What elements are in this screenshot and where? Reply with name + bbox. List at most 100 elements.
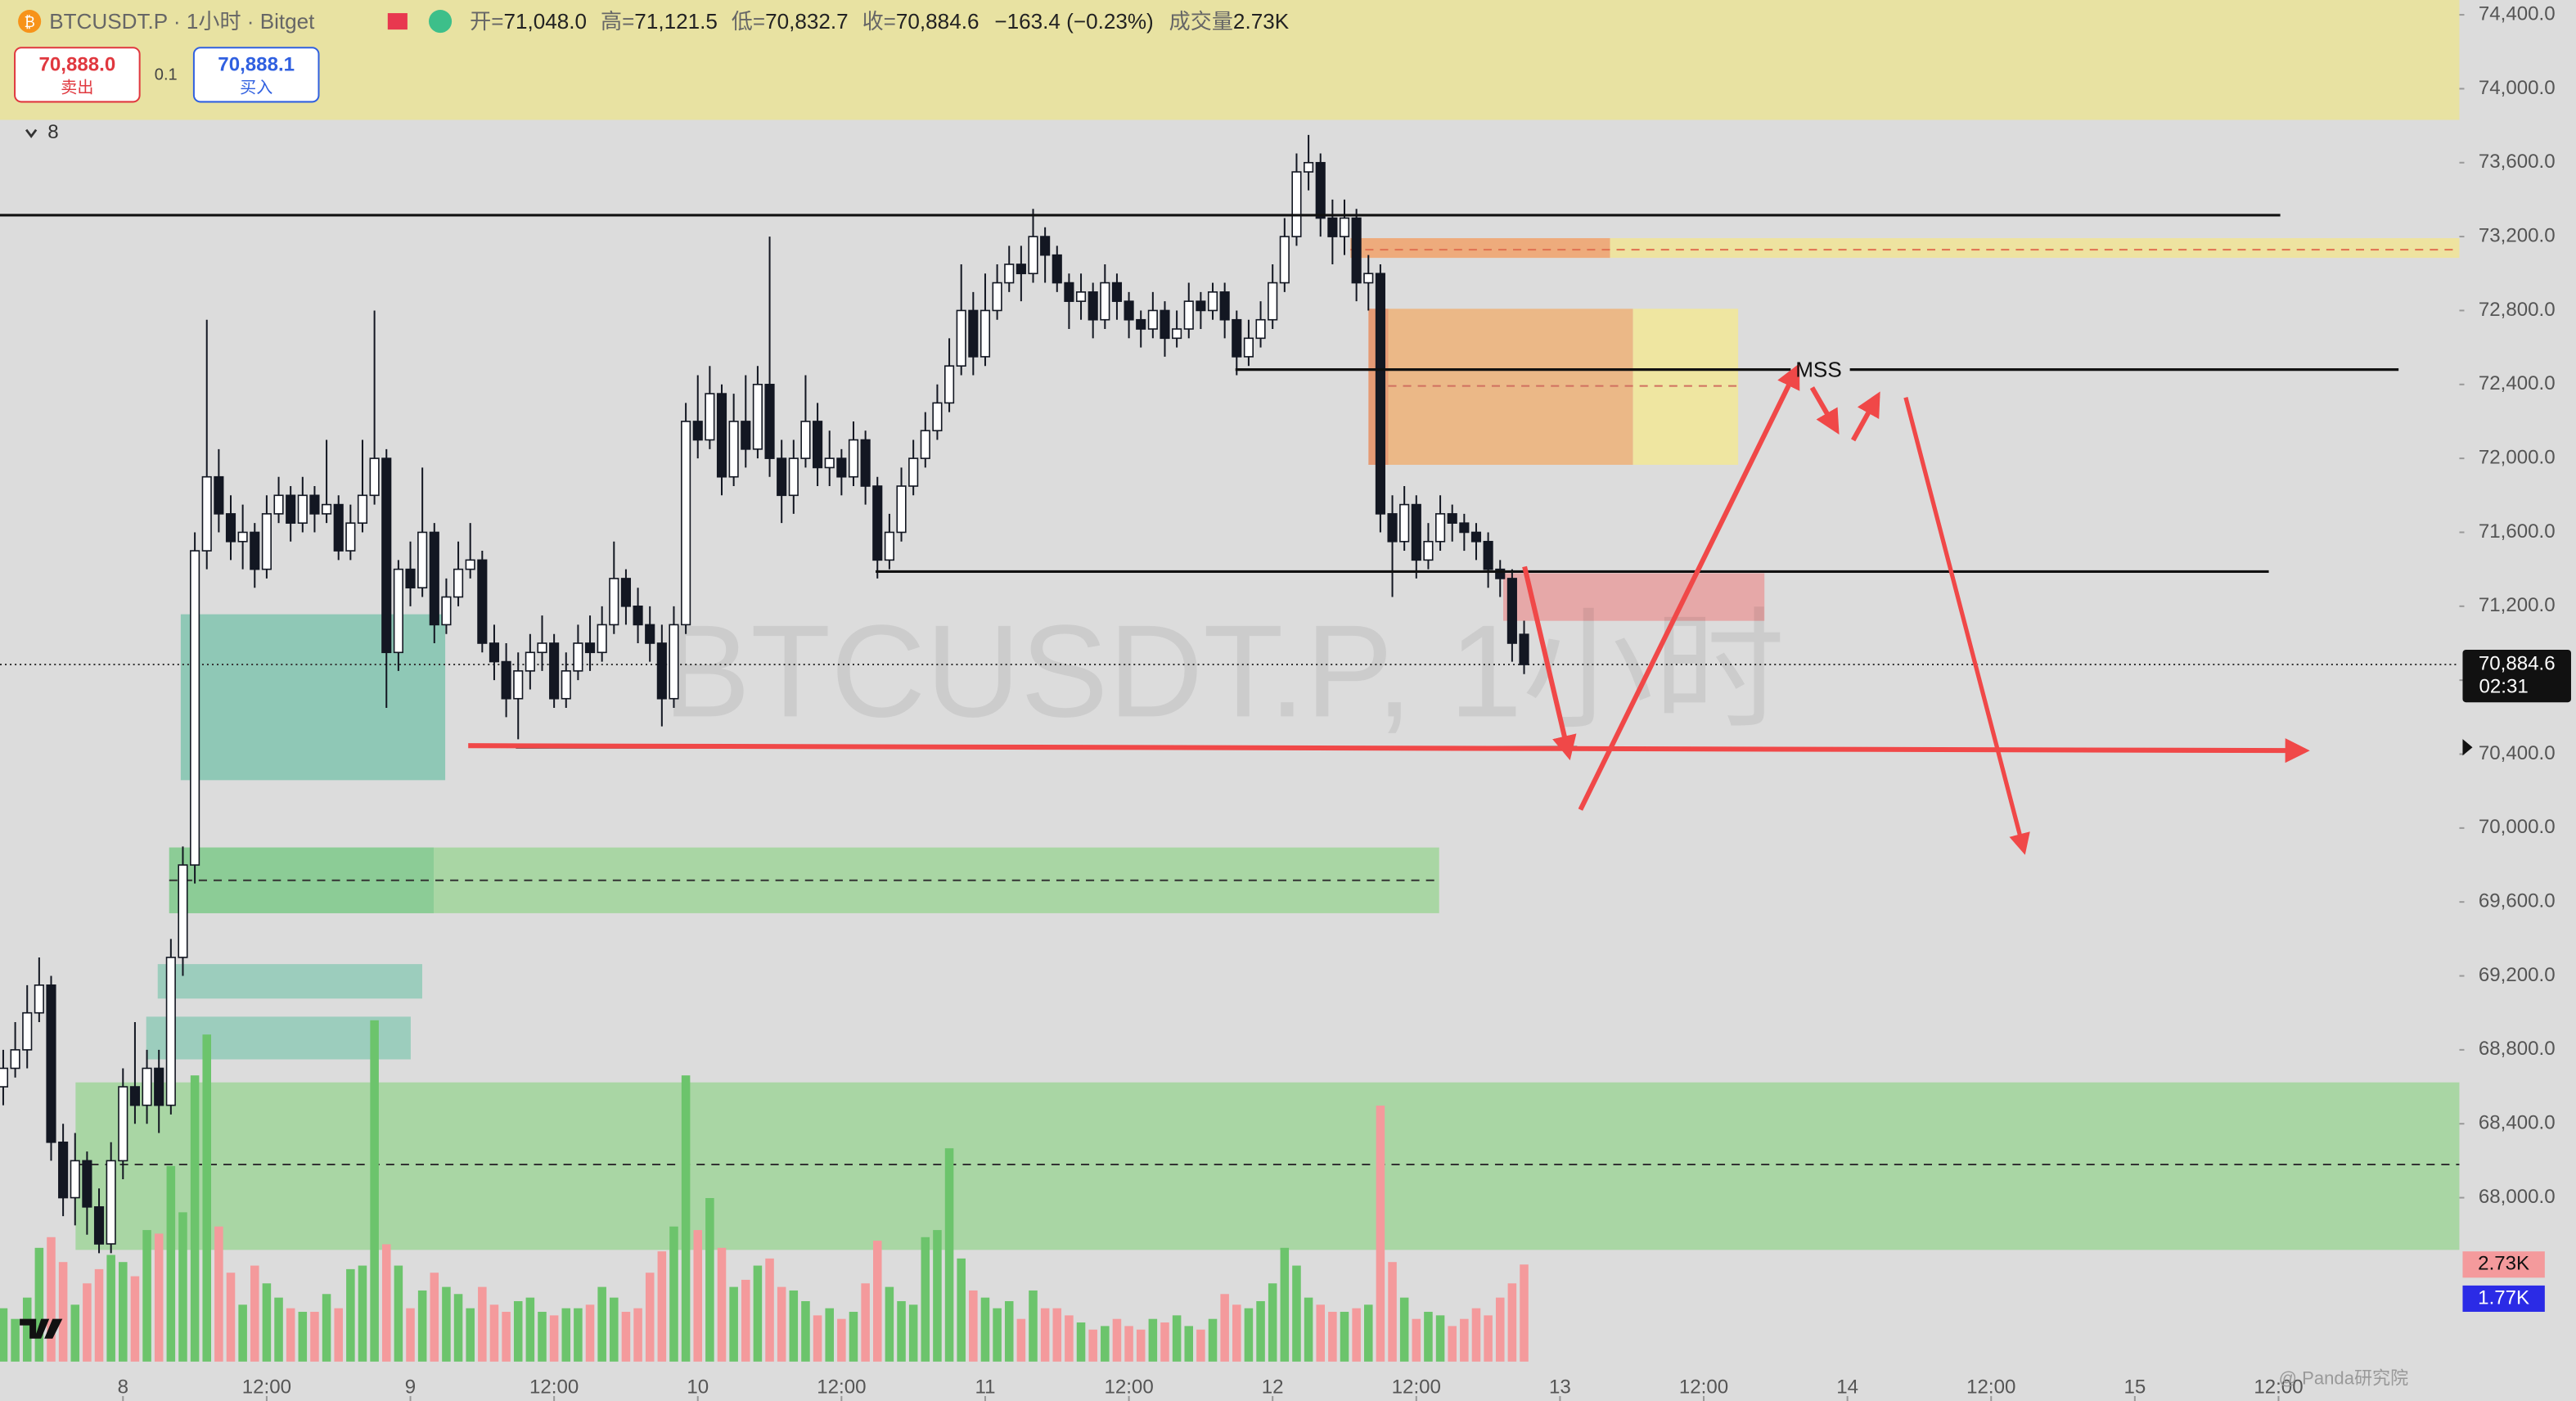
volume-bar <box>597 1286 606 1362</box>
volume-bar <box>202 1034 212 1362</box>
volume-bar <box>1244 1308 1254 1362</box>
x-tick-label: 12:00 <box>2254 1376 2303 1398</box>
candle-body <box>1075 291 1087 302</box>
volume-bar <box>645 1273 655 1362</box>
candle-body <box>633 606 643 626</box>
volume-bar <box>1399 1297 1409 1362</box>
buy-price[interactable]: 70,888.1 <box>218 54 295 76</box>
volume-bar <box>1256 1300 1265 1362</box>
y-tick-label: 72,000.0 <box>2479 446 2556 468</box>
volume-bar <box>1172 1315 1182 1362</box>
buy-label[interactable]: 买入 <box>240 79 272 97</box>
x-tick-label: 15 <box>2123 1376 2146 1398</box>
volume-bar <box>693 1230 703 1362</box>
candle-body <box>943 365 955 404</box>
candle-body <box>1088 291 1098 321</box>
candle-body <box>309 494 320 515</box>
candle-body <box>10 1049 20 1070</box>
sell-label[interactable]: 卖出 <box>61 79 93 97</box>
drawings: MSS <box>0 214 2473 855</box>
sell-button[interactable]: 70,888.0 卖出 <box>14 47 141 103</box>
candle-body <box>764 383 775 459</box>
arrow <box>1522 565 1577 761</box>
candle-body <box>872 485 883 561</box>
zone <box>146 1016 411 1060</box>
volume-bar <box>1029 1290 1038 1362</box>
zone <box>1350 238 1610 259</box>
buy-button[interactable]: 70,888.1 买入 <box>192 47 320 103</box>
x-tick-label: 14 <box>1836 1376 1858 1398</box>
candle-body <box>896 485 907 534</box>
candle-body <box>142 1067 152 1106</box>
volume-bar <box>872 1241 882 1362</box>
candle-body <box>477 559 488 644</box>
zone <box>1368 309 1633 465</box>
candle-body <box>1291 171 1302 237</box>
volume-bar <box>753 1265 763 1362</box>
volume-bar <box>1435 1315 1445 1362</box>
volume-bar <box>1040 1308 1050 1362</box>
candle-body <box>1196 300 1206 312</box>
volume-bar <box>130 1276 140 1362</box>
volume-bar <box>1220 1294 1229 1362</box>
coin-icon <box>18 10 42 34</box>
volume-bar <box>513 1300 523 1362</box>
volume-bar <box>1076 1322 1086 1362</box>
y-tick-label: 72,800.0 <box>2479 299 2556 321</box>
collapse-icon[interactable] <box>25 128 38 138</box>
candle-body <box>1232 318 1242 358</box>
volume-bar <box>58 1262 68 1362</box>
candle-body <box>645 624 655 644</box>
volume-bar <box>1124 1326 1133 1362</box>
volume-bar <box>226 1273 236 1362</box>
candle-body <box>549 642 560 700</box>
y-tick-label: 70,400.0 <box>2479 742 2556 764</box>
candle-body <box>190 550 200 866</box>
candle-body <box>1315 161 1326 219</box>
volume-bar <box>1052 1308 1062 1362</box>
candle-body <box>237 531 248 543</box>
sell-box[interactable] <box>14 47 141 103</box>
candle-body <box>968 309 979 358</box>
candle-body <box>1304 161 1314 173</box>
candle-body <box>441 596 452 626</box>
quantity[interactable]: 0.1 <box>155 66 178 84</box>
zone <box>1503 573 1765 621</box>
last-price-label: 70,884.6 <box>2479 652 2556 674</box>
y-tick-label: 72,400.0 <box>2479 372 2556 394</box>
volume-bar <box>1328 1312 1337 1362</box>
candle-body <box>848 439 859 478</box>
volume-bar <box>166 1165 176 1362</box>
candle-body <box>225 513 236 543</box>
volume-bar <box>980 1297 990 1362</box>
candle-body <box>1519 633 1529 665</box>
volume-bar <box>585 1304 595 1362</box>
candle-body <box>417 531 428 589</box>
x-tick-label: 11 <box>975 1376 995 1398</box>
x-tick-label: 12 <box>1262 1376 1284 1398</box>
buy-box[interactable] <box>192 47 320 103</box>
candle-body <box>525 651 535 672</box>
indicator-count[interactable]: 8 <box>47 121 58 143</box>
x-tick-label: 12:00 <box>1679 1376 1728 1398</box>
volume-bar <box>502 1312 511 1362</box>
candle-body <box>82 1160 92 1208</box>
volume-bar <box>406 1308 415 1362</box>
volume-pane <box>0 1020 1529 1362</box>
candle-body <box>1470 531 1482 543</box>
volume-bar <box>705 1197 714 1362</box>
candle-body <box>1279 236 1290 284</box>
candle-body <box>93 1206 105 1245</box>
volume-bar <box>944 1148 954 1362</box>
volume-bar <box>310 1312 319 1362</box>
candle-body <box>1423 540 1434 561</box>
candle-body <box>154 1067 164 1106</box>
sell-price[interactable]: 70,888.0 <box>38 54 115 76</box>
last-price-box <box>2462 649 2571 703</box>
volume-bar <box>1088 1329 1097 1362</box>
y-tick-label: 69,600.0 <box>2479 890 2556 912</box>
volume-bar <box>908 1304 918 1362</box>
volume-bar <box>1352 1308 1361 1362</box>
volume-bar <box>1388 1262 1397 1362</box>
volume-bar <box>1004 1300 1014 1362</box>
